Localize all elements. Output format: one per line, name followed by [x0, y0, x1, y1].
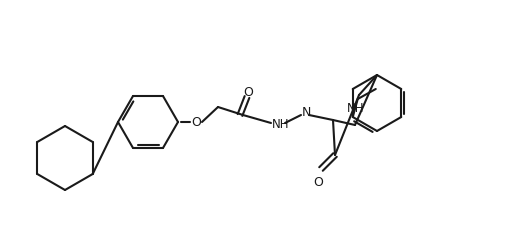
Text: O: O: [191, 115, 201, 129]
Text: O: O: [243, 85, 253, 99]
Text: N: N: [302, 105, 312, 119]
Text: NH: NH: [272, 118, 289, 130]
Text: NH: NH: [347, 102, 365, 115]
Text: O: O: [313, 176, 323, 189]
